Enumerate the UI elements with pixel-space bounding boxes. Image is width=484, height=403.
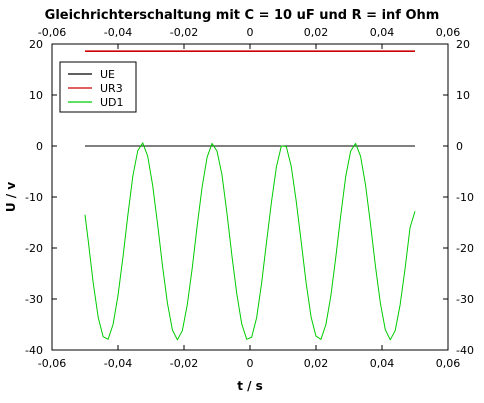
x-tick-label-top: 0,06 (436, 26, 461, 39)
x-tick-label: 0,02 (304, 357, 329, 370)
bottom-x-axis-ticks: -0,06 -0,04 -0,02 0 0,02 0,04 0,06 (38, 345, 460, 370)
x-tick-label: 0,04 (370, 357, 395, 370)
chart-title: Gleichrichterschaltung mit C = 10 uF und… (45, 8, 440, 23)
x-tick-label-top: -0,04 (104, 26, 132, 39)
y-tick-label: -30 (25, 293, 43, 306)
legend-label: UD1 (100, 96, 124, 109)
y-tick-label-right: -30 (456, 293, 474, 306)
x-tick-label: -0,02 (170, 357, 198, 370)
left-y-axis-ticks: 20 10 0 -10 -20 -30 -40 (25, 38, 57, 357)
x-tick-label: 0,06 (436, 357, 461, 370)
y-tick-label: 10 (29, 89, 43, 102)
legend-label: UR3 (100, 82, 123, 95)
legend-label: UE (100, 68, 115, 81)
x-tick-label: -0,06 (38, 357, 66, 370)
x-tick-label: 0 (247, 357, 254, 370)
y-tick-label: 20 (29, 38, 43, 51)
y-tick-label: -40 (25, 344, 43, 357)
y-tick-label-right: 20 (456, 38, 470, 51)
y-tick-label: -20 (25, 242, 43, 255)
x-tick-label-top: -0,02 (170, 26, 198, 39)
legend-box (59, 61, 137, 113)
top-x-axis-ticks: -0,06 -0,04 -0,02 0 0,02 0,04 0,06 (38, 26, 460, 49)
y-tick-label: -10 (25, 191, 43, 204)
right-y-axis-ticks: 20 10 0 -10 -20 -30 -40 (443, 38, 474, 357)
y-tick-label-right: 0 (456, 140, 463, 153)
x-tick-label-top: 0 (247, 26, 254, 39)
series-layer (84, 50, 416, 341)
x-axis-label: t / s (237, 379, 263, 393)
x-tick-label-top: -0,06 (38, 26, 66, 39)
y-tick-label-right: -20 (456, 242, 474, 255)
y-tick-label-right: 10 (456, 89, 470, 102)
x-tick-label: -0,04 (104, 357, 132, 370)
y-tick-label-right: -40 (456, 344, 474, 357)
y-axis-label: U / v (4, 182, 18, 212)
series-line-ud1 (84, 142, 416, 341)
x-tick-label-top: 0,04 (370, 26, 395, 39)
y-tick-label-right: -10 (456, 191, 474, 204)
y-tick-label: 0 (36, 140, 43, 153)
x-tick-label-top: 0,02 (304, 26, 329, 39)
